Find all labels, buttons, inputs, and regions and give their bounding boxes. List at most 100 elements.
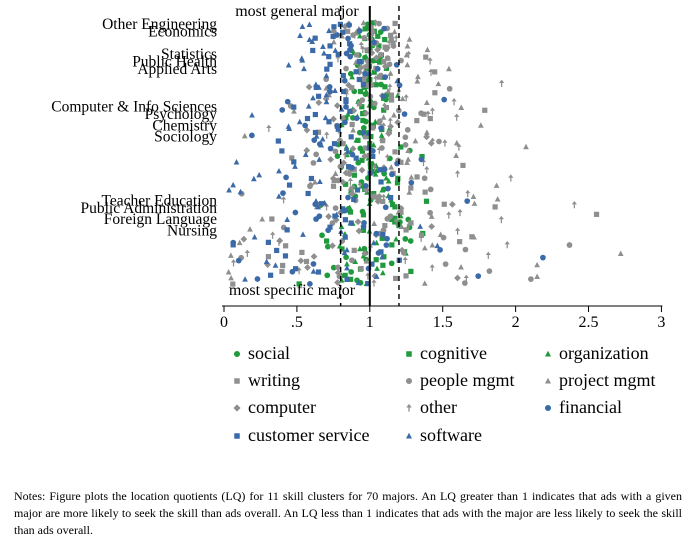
- point-organization: [353, 137, 360, 143]
- point-project-mgmt: [421, 280, 428, 286]
- point-project-mgmt: [259, 216, 266, 222]
- point-writing: [380, 137, 386, 144]
- point-financial: [381, 25, 387, 32]
- point-customer-service: [286, 182, 293, 188]
- point-organization: [357, 245, 363, 252]
- point-financial: [345, 194, 351, 201]
- point-other: [403, 94, 409, 102]
- point-other: [424, 165, 430, 174]
- point-computer: [297, 257, 305, 265]
- legend-item-computer: computer: [233, 397, 316, 417]
- point-social: [324, 272, 331, 279]
- point-people-mgmt: [329, 220, 336, 226]
- point-other: [456, 143, 462, 151]
- point-project-mgmt: [458, 104, 465, 110]
- point-computer: [336, 136, 344, 144]
- point-customer-service: [356, 76, 362, 83]
- point-writing: [364, 47, 370, 53]
- point-computer: [385, 130, 393, 138]
- point-other: [455, 227, 461, 235]
- point-cognitive: [394, 180, 401, 186]
- point-computer: [383, 44, 391, 52]
- major-label: Statistics: [161, 46, 217, 63]
- point-software: [309, 38, 316, 45]
- point-customer-service: [348, 134, 354, 140]
- point-people-mgmt: [371, 100, 378, 107]
- point-other: [384, 154, 391, 162]
- point-software: [305, 103, 312, 109]
- point-project-mgmt: [471, 233, 477, 240]
- point-customer-service: [331, 141, 338, 147]
- point-customer-service: [312, 129, 319, 136]
- point-financial: [311, 137, 318, 144]
- point-financial: [327, 88, 333, 95]
- point-customer-service: [310, 47, 316, 54]
- point-writing: [421, 111, 427, 117]
- point-customer-service: [305, 190, 311, 197]
- point-other: [427, 57, 433, 65]
- point-writing: [230, 281, 236, 287]
- point-cognitive: [296, 281, 302, 287]
- scatter-points: [225, 19, 624, 287]
- point-writing: [358, 266, 364, 272]
- point-software: [417, 223, 424, 229]
- point-social: [407, 238, 414, 244]
- point-people-mgmt: [359, 97, 366, 103]
- x-axis: 0 .5 1 1.5 2 2.5 3: [220, 305, 665, 331]
- point-cognitive: [359, 104, 365, 110]
- point-software: [276, 167, 282, 174]
- point-writing: [289, 155, 295, 161]
- point-organization: [370, 142, 377, 148]
- point-writing: [388, 92, 394, 98]
- legend-marker-organization: [544, 350, 552, 357]
- legend-item-other: other: [406, 397, 457, 417]
- point-cognitive: [360, 111, 366, 117]
- point-writing: [403, 273, 409, 279]
- point-writing: [408, 220, 414, 226]
- point-customer-service: [344, 276, 350, 282]
- point-organization: [352, 258, 359, 264]
- point-customer-service: [335, 51, 341, 57]
- point-financial: [284, 98, 291, 105]
- point-writing: [381, 59, 387, 65]
- point-project-mgmt: [494, 196, 501, 202]
- legend-label: computer: [248, 397, 316, 417]
- point-project-mgmt: [385, 55, 392, 61]
- point-project-mgmt: [332, 170, 339, 176]
- point-writing: [369, 125, 376, 131]
- point-people-mgmt: [337, 163, 344, 170]
- point-software: [249, 112, 255, 118]
- x-tick-label: 1.5: [433, 314, 453, 331]
- point-organization: [336, 243, 343, 249]
- point-other: [386, 72, 393, 80]
- point-other: [446, 211, 452, 219]
- point-computer: [325, 213, 332, 220]
- point-other: [357, 181, 363, 190]
- point-computer: [362, 109, 370, 117]
- point-financial: [380, 93, 387, 100]
- point-customer-service: [326, 54, 332, 60]
- point-software: [299, 57, 306, 63]
- major-label: Chemistry: [152, 117, 217, 134]
- major-labels: Other EngineeringEconomicsStatisticsPubl…: [51, 16, 217, 239]
- point-software: [242, 276, 248, 282]
- point-financial: [389, 171, 395, 178]
- figure-notes: Notes: Figure plots the location quotien…: [14, 489, 682, 537]
- point-writing: [460, 162, 466, 169]
- point-other: [429, 137, 436, 145]
- point-financial: [279, 107, 286, 113]
- point-project-mgmt: [428, 213, 435, 219]
- point-project-mgmt: [458, 263, 464, 270]
- point-software: [313, 133, 320, 139]
- point-other: [372, 19, 379, 27]
- point-software: [230, 181, 236, 188]
- point-organization: [338, 277, 345, 283]
- point-financial: [307, 280, 313, 287]
- point-financial: [254, 276, 261, 282]
- legend: social cognitive organization writing people…: [233, 343, 655, 445]
- point-cognitive: [423, 198, 430, 204]
- point-project-mgmt: [404, 159, 410, 166]
- point-customer-service: [327, 61, 333, 67]
- point-cognitive: [398, 144, 404, 150]
- point-organization: [360, 252, 367, 259]
